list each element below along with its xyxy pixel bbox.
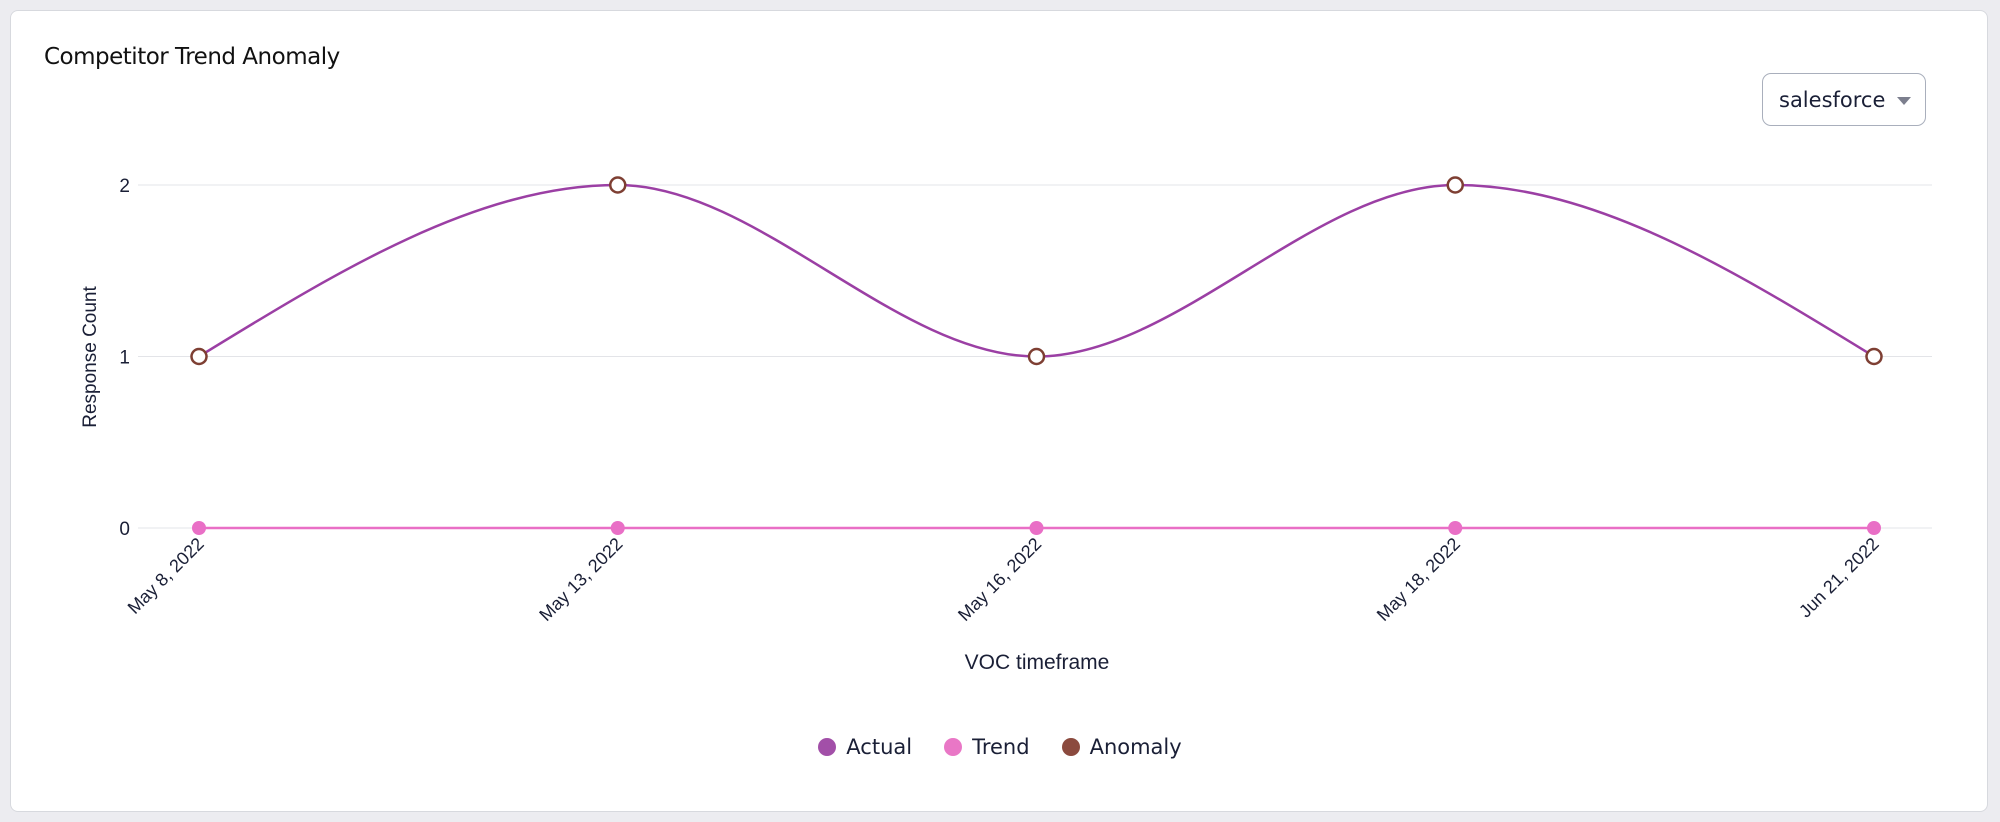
- anomaly-point: [190, 347, 208, 366]
- chart-card: [10, 10, 1988, 812]
- legend-label: Trend: [972, 735, 1030, 759]
- actual-swatch-icon: [818, 738, 837, 756]
- y-tick-label: 1: [119, 348, 130, 369]
- anomaly-point: [609, 176, 627, 194]
- anomaly-swatch-icon: [1061, 738, 1080, 756]
- legend: Actual Trend Anomaly: [0, 735, 2000, 759]
- x-tick-label: Jun 21, 2022: [1795, 534, 1883, 622]
- y-tick-label: 0: [119, 519, 130, 540]
- trend-swatch-icon: [944, 738, 963, 756]
- anomaly-point: [1865, 347, 1883, 366]
- y-axis-title: Response Count: [80, 286, 101, 428]
- legend-label: Actual: [846, 735, 913, 759]
- actual-line: [198, 183, 1875, 358]
- x-tick-label: May 8, 2022: [124, 534, 208, 618]
- chart-title: Competitor Trend Anomaly: [44, 44, 340, 70]
- x-axis-title: VOC timeframe: [965, 651, 1110, 674]
- x-tick-label: May 13, 2022: [535, 534, 626, 625]
- trend-point: [1029, 521, 1044, 535]
- legend-item-anomaly[interactable]: Anomaly: [1061, 735, 1182, 759]
- y-tick-label: 2: [119, 176, 130, 197]
- trend-point: [1867, 521, 1881, 535]
- competitor-dropdown[interactable]: salesforce: [1762, 73, 1926, 126]
- trend-point: [610, 521, 625, 535]
- trend-point: [1448, 521, 1463, 535]
- anomaly-point: [1027, 347, 1046, 366]
- legend-item-trend[interactable]: Trend: [944, 735, 1030, 759]
- trend-point: [192, 521, 206, 535]
- competitor-dropdown-value: salesforce: [1779, 87, 1886, 112]
- legend-label: Anomaly: [1089, 735, 1182, 759]
- anomaly-point: [1446, 176, 1464, 194]
- legend-item-actual[interactable]: Actual: [818, 735, 912, 759]
- caret-down-icon: [1897, 97, 1911, 105]
- x-tick-label: May 16, 2022: [954, 534, 1045, 625]
- x-tick-label: May 18, 2022: [1373, 534, 1464, 625]
